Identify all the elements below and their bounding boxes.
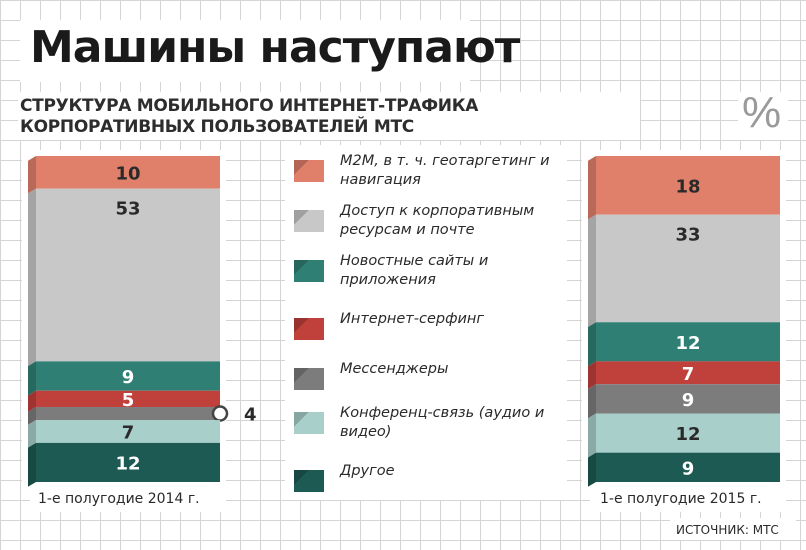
value-label-surfing-0: 5: [122, 390, 135, 411]
title-panel: [20, 20, 470, 82]
value-label-news-1: 12: [675, 333, 700, 354]
value-label-conference-1: 12: [675, 424, 700, 445]
bar-side-m2m-0: [28, 156, 36, 194]
bar-segment-other-1: [596, 452, 780, 482]
legend-swatch-conference: [294, 412, 324, 434]
bar-side-other-0: [28, 442, 36, 487]
legend-item-m2m: M2M, в т. ч. геотаргетинг и навигация: [290, 152, 570, 196]
legend-label-corporate: Доступ к корпоративным ресурсам и почте: [340, 203, 535, 238]
bar-side-corporate-1: [588, 214, 596, 328]
bar-segment-corporate-1: [596, 214, 780, 323]
caption-panel-2015: [590, 488, 786, 512]
value-label-corporate-0: 53: [115, 199, 140, 220]
caption-panel-2014: [30, 488, 226, 512]
bar-segment-surfing-0: [36, 390, 220, 408]
source-note: ИСТОЧНИК: МТС: [676, 523, 779, 537]
value-label-news-0: 9: [122, 367, 135, 388]
value-label-messengers-1: 9: [682, 390, 695, 411]
bar-segment-corporate-0: [36, 188, 220, 362]
subtitle-panel: [18, 92, 640, 140]
value-label-m2m-1: 18: [675, 176, 700, 197]
legend-item-corporate: Доступ к корпоративным ресурсам и почте: [290, 202, 570, 246]
chart-title: Машины наступают: [30, 22, 520, 73]
bar-side-m2m-1: [588, 156, 596, 220]
value-label-corporate-1: 33: [675, 225, 700, 246]
bar-segment-messengers-0: [36, 407, 220, 421]
bar-segment-surfing-1: [596, 361, 780, 385]
legend-panel: [285, 145, 567, 500]
bar-segment-m2m-1: [596, 156, 780, 215]
value-label-other-1: 9: [682, 458, 695, 479]
percent-sign: %: [742, 88, 782, 137]
bar-segment-conference-0: [36, 420, 220, 443]
value-label-surfing-1: 7: [682, 364, 695, 385]
category-label-2014: 1-е полугодие 2014 г.: [38, 491, 200, 507]
chart-subtitle: СТРУКТУРА МОБИЛЬНОГО ИНТЕРНЕТ-ТРАФИКА КО…: [20, 96, 479, 137]
legend-label-other: Другое: [340, 463, 395, 479]
legend-label-conference: Конференц-связь (аудио и видео): [340, 405, 545, 440]
legend-item-news: Новостные сайты и приложения: [290, 252, 570, 296]
bar-segment-news-0: [36, 361, 220, 391]
bar-segment-m2m-0: [36, 156, 220, 189]
value-label-other-0: 12: [115, 453, 140, 474]
bar-side-conference-0: [28, 420, 36, 448]
callout-marker-messengers-0: [211, 405, 229, 422]
bar-side-conference-1: [588, 413, 596, 458]
legend-swatch-messengers: [294, 368, 324, 390]
value-label-conference-0: 7: [122, 422, 135, 443]
bar-side-corporate-0: [28, 188, 36, 367]
bar-side-messengers-0: [28, 407, 36, 425]
category-label-2015: 1-е полугодие 2015 г.: [600, 491, 762, 507]
legend-swatch-other: [294, 470, 324, 492]
legend-item-surfing: Интернет-серфинг: [290, 310, 570, 354]
legend-label-news: Новостные сайты и приложения: [340, 253, 489, 288]
bar-side-surfing-1: [588, 361, 596, 389]
legend-swatch-m2m: [294, 160, 324, 182]
value-label-m2m-0: 10: [115, 163, 140, 184]
legend-item-messengers: Мессенджеры: [290, 360, 570, 404]
bar-side-news-1: [588, 322, 596, 367]
bar-side-other-1: [588, 452, 596, 487]
bar-segment-conference-1: [596, 413, 780, 453]
bar-side-surfing-0: [28, 390, 36, 412]
legend-swatch-surfing: [294, 318, 324, 340]
legend-swatch-news: [294, 260, 324, 282]
callout-label-messengers-0: 4: [244, 405, 257, 426]
legend-swatch-corporate: [294, 210, 324, 232]
bar-segment-news-1: [596, 322, 780, 362]
legend-label-surfing: Интернет-серфинг: [340, 311, 484, 327]
legend-label-m2m: M2M, в т. ч. геотаргетинг и навигация: [340, 153, 550, 188]
legend-label-messengers: Мессенджеры: [340, 361, 449, 377]
bar-side-news-0: [28, 361, 36, 396]
source-panel: [670, 518, 796, 540]
bar-segment-messengers-1: [596, 384, 780, 414]
unit-panel: [738, 92, 788, 140]
legend-item-conference: Конференц-связь (аудио и видео): [290, 404, 570, 448]
bar-segment-other-0: [36, 442, 220, 482]
bar-side-messengers-1: [588, 384, 596, 419]
legend-item-other: Другое: [290, 462, 570, 506]
